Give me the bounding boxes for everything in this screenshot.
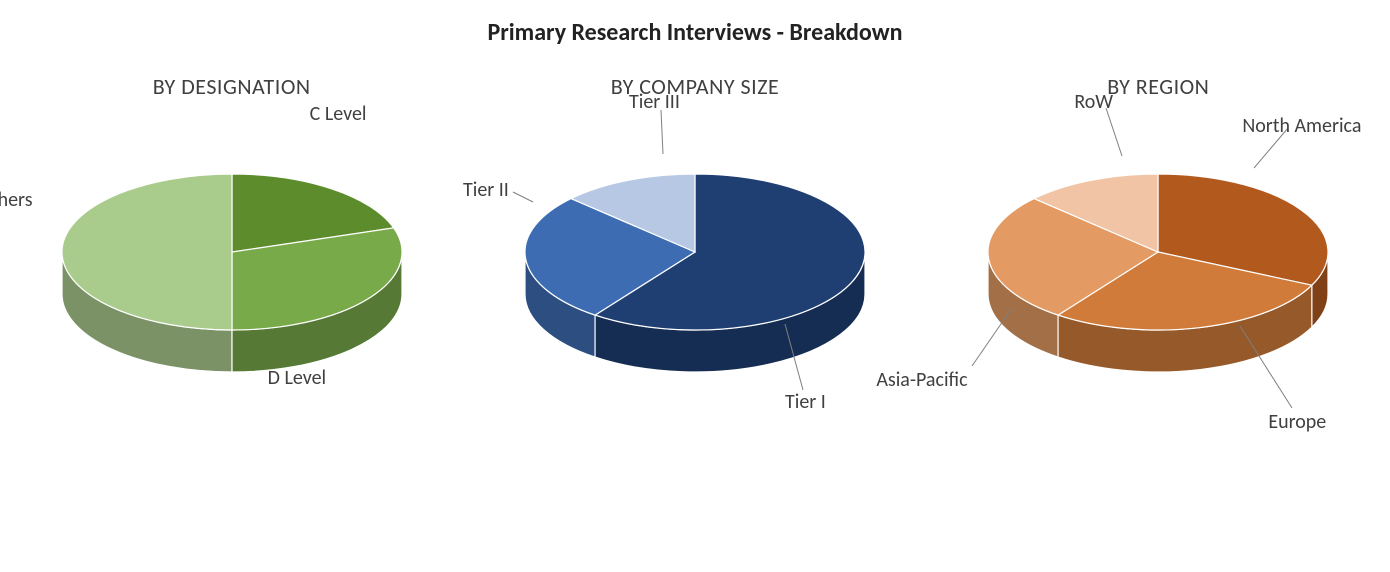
slice-label-asia-pacific: Asia-Pacific	[876, 368, 967, 392]
slice-label-tier-ii: Tier II	[463, 178, 509, 202]
slice-label-tier-iii: Tier III	[629, 90, 680, 114]
chart-company-size: BY COMPANY SIZE Tier ITier IITier III	[485, 47, 905, 438]
pie-svg-region	[948, 108, 1368, 438]
pie-svg-designation	[22, 108, 442, 438]
leader-line	[661, 110, 663, 154]
pie-designation: C LevelD LevelOthers	[22, 108, 442, 438]
leader-line	[1106, 108, 1122, 156]
pie-company-size: Tier ITier IITier III	[485, 108, 905, 438]
slice-label-others: Others	[0, 188, 33, 212]
subtitle-designation: BY DESIGNATION	[153, 73, 311, 100]
main-title: Primary Research Interviews - Breakdown	[0, 18, 1390, 47]
chart-region: BY REGION North AmericaEuropeAsia-Pacifi…	[948, 47, 1368, 438]
chart-designation: BY DESIGNATION C LevelD LevelOthers	[22, 47, 442, 438]
slice-label-tier-i: Tier I	[785, 390, 826, 414]
subtitle-region: BY REGION	[1107, 73, 1209, 100]
pie-region: North AmericaEuropeAsia-PacificRoW	[948, 108, 1368, 438]
slice-label-europe: Europe	[1268, 410, 1326, 434]
slice-label-d-level: D Level	[268, 366, 326, 390]
pie-svg-company_size	[485, 108, 905, 438]
slice-label-c-level: C Level	[310, 102, 367, 126]
slice-label-row: RoW	[1074, 90, 1113, 114]
slice-label-north-america: North America	[1242, 114, 1361, 138]
leader-line	[513, 192, 533, 202]
charts-row: BY DESIGNATION C LevelD LevelOthers BY C…	[0, 47, 1390, 438]
